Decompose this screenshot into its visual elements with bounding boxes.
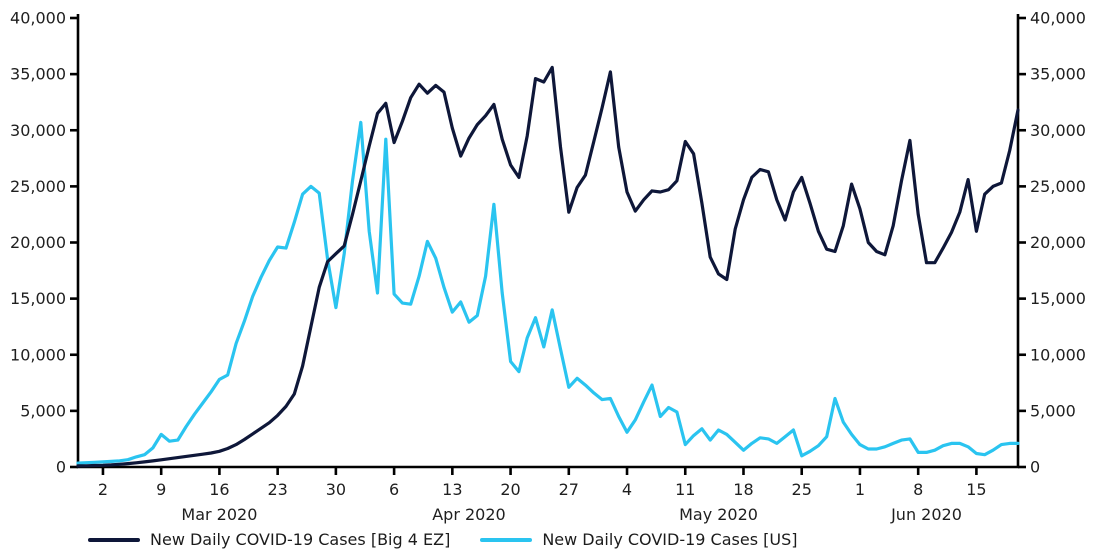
legend-swatch-us bbox=[480, 537, 533, 542]
legend-item-us: New Daily COVID-19 Cases [US] bbox=[480, 530, 797, 549]
y-tick-label-right: 15,000 bbox=[1030, 289, 1086, 308]
y-tick-label-left: 10,000 bbox=[10, 345, 66, 364]
x-month-label: Apr 2020 bbox=[432, 505, 505, 524]
y-tick-label-right: 5,000 bbox=[1030, 401, 1076, 420]
legend-swatch-big4ez bbox=[88, 537, 140, 542]
x-tick-label: 13 bbox=[442, 480, 462, 499]
y-tick-label-right: 40,000 bbox=[1030, 9, 1086, 28]
y-tick-label-right: 35,000 bbox=[1030, 65, 1086, 84]
x-tick-label: 9 bbox=[156, 480, 166, 499]
y-tick-label-left: 20,000 bbox=[10, 233, 66, 252]
legend-label-us: New Daily COVID-19 Cases [US] bbox=[542, 530, 798, 549]
x-tick-label: 4 bbox=[622, 480, 632, 499]
x-month-label: May 2020 bbox=[679, 505, 758, 524]
chart-legend: New Daily COVID-19 Cases [Big 4 EZ] New … bbox=[88, 530, 797, 549]
x-tick-label: 27 bbox=[559, 480, 579, 499]
x-tick-label: 23 bbox=[267, 480, 287, 499]
y-tick-label-right: 0 bbox=[1030, 458, 1040, 477]
y-tick-label-left: 30,000 bbox=[10, 121, 66, 140]
y-tick-label-left: 0 bbox=[56, 458, 66, 477]
y-tick-label-right: 30,000 bbox=[1030, 121, 1086, 140]
x-tick-label: 18 bbox=[733, 480, 753, 499]
y-tick-label-right: 25,000 bbox=[1030, 177, 1086, 196]
x-tick-label: 20 bbox=[500, 480, 520, 499]
x-tick-label: 2 bbox=[98, 480, 108, 499]
x-month-label: Jun 2020 bbox=[890, 505, 962, 524]
x-tick-label: 30 bbox=[326, 480, 346, 499]
series-line-us bbox=[76, 120, 1020, 465]
series-line-big4ez bbox=[76, 65, 1020, 468]
y-tick-label-left: 5,000 bbox=[20, 401, 66, 420]
legend-label-big4ez: New Daily COVID-19 Cases [Big 4 EZ] bbox=[150, 530, 451, 549]
y-tick-label-right: 20,000 bbox=[1030, 233, 1086, 252]
x-tick-label: 15 bbox=[966, 480, 986, 499]
y-tick-label-left: 25,000 bbox=[10, 177, 66, 196]
x-tick-label: 8 bbox=[913, 480, 923, 499]
x-tick-label: 6 bbox=[389, 480, 399, 499]
x-month-label: Mar 2020 bbox=[181, 505, 257, 524]
y-tick-label-left: 40,000 bbox=[10, 9, 66, 28]
y-tick-label-left: 15,000 bbox=[10, 289, 66, 308]
legend-item-big4ez: New Daily COVID-19 Cases [Big 4 EZ] bbox=[88, 530, 450, 549]
x-tick-label: 11 bbox=[675, 480, 695, 499]
x-tick-label: 16 bbox=[209, 480, 229, 499]
x-tick-label: 25 bbox=[792, 480, 812, 499]
x-tick-label: 1 bbox=[855, 480, 865, 499]
y-tick-label-right: 10,000 bbox=[1030, 345, 1086, 364]
y-tick-label-left: 35,000 bbox=[10, 65, 66, 84]
